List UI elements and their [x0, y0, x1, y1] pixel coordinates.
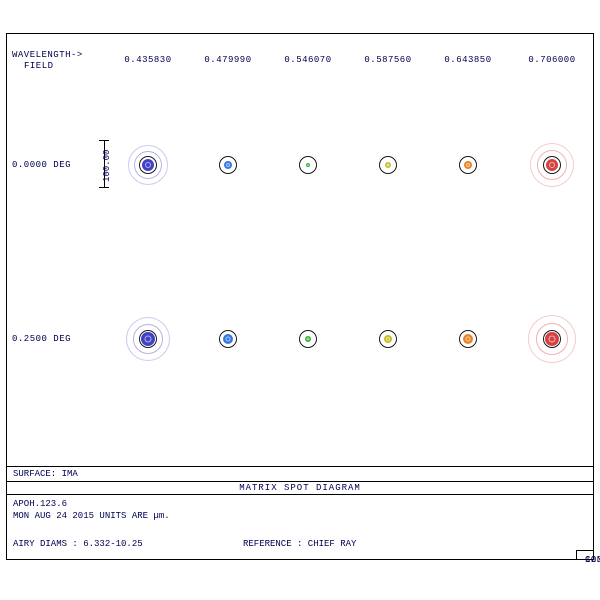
spot-r1-c2 [307, 338, 309, 340]
wavelength-col-5: 0.706000 [524, 55, 580, 65]
lens-id: APOH.123.6 [13, 499, 67, 509]
canvas: WAVELENGTH-> FIELD 0.435830 0.479990 0.546… [0, 0, 600, 600]
spot-r1-c4 [467, 338, 469, 340]
spot-r0-c4 [467, 164, 469, 166]
caption-block: SURFACE: IMA MATRIX SPOT DIAGRAM APOH.12… [6, 466, 594, 560]
reference: REFERENCE : CHIEF RAY [243, 539, 356, 549]
config-line: CONFIGURATION 1 OF 1 [585, 555, 600, 565]
wavelength-col-1: 0.479990 [200, 55, 256, 65]
spot-r1-c0 [147, 338, 149, 340]
spot-r1-c3 [387, 338, 389, 340]
airy-diams: AIRY DIAMS : 6.332-10.25 [13, 539, 143, 549]
wavelength-col-4: 0.643850 [440, 55, 496, 65]
spot-r1-c1 [227, 338, 229, 340]
scale-bar-label: 100.00 [102, 150, 112, 182]
wavelength-col-2: 0.546070 [280, 55, 336, 65]
surface-label: SURFACE: IMA [7, 467, 593, 481]
spot-r0-c3 [387, 164, 389, 166]
field-row-1: 0.2500 DEG [12, 334, 71, 344]
diagram-title: MATRIX SPOT DIAGRAM [7, 481, 593, 495]
field-row-0: 0.0000 DEG [12, 160, 71, 170]
spot-r0-c5 [551, 164, 553, 166]
wavelength-header: WAVELENGTH-> [12, 50, 83, 60]
spot-r0-c1 [227, 164, 229, 166]
field-header: FIELD [24, 61, 54, 71]
wavelength-col-3: 0.587560 [360, 55, 416, 65]
wavelength-col-0: 0.435830 [120, 55, 176, 65]
spot-r0-c0 [147, 164, 149, 166]
date-units: MON AUG 24 2015 UNITS ARE µm. [13, 511, 170, 521]
config-box: 123_G3_LZOS.ZMX CONFIGURATION 1 OF 1 [576, 550, 593, 559]
spot-r0-c2 [307, 164, 309, 166]
spot-r1-c5 [551, 338, 553, 340]
